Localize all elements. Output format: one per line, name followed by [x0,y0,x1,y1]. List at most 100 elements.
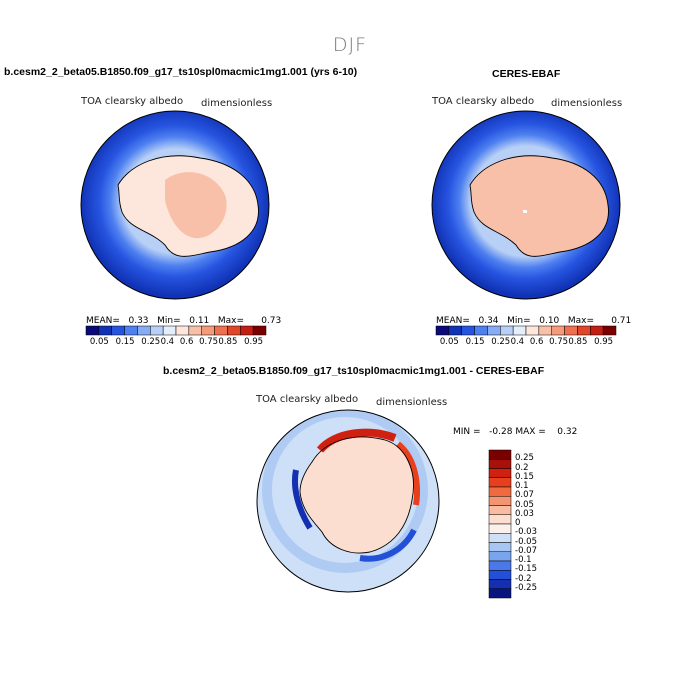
model-mean-label: MEAN= [86,316,120,326]
diff-max-label: MAX = [515,427,546,437]
diff-colorbar-tick-label: 0.1 [515,481,529,491]
colorbar-swatch [111,325,125,336]
model-coastline [117,155,259,257]
diff-colorbar-ticks: 0.25 0.2 0.15 0.1 0.07 0.05 0.03 0 -0.03 -0.05 -0.… [514,450,574,600]
colorbar-swatch [461,325,475,336]
colorbar-swatch [175,325,190,336]
diff-negative-band [292,469,313,530]
obs-antarctica [470,155,609,257]
diff-map [256,409,440,593]
diff-colorbar-swatch [488,496,512,506]
diff-max-value: 0.32 [557,427,578,437]
diff-coastline [299,436,414,554]
model-interior-high [165,172,227,239]
colorbar-swatch [252,325,267,336]
colorbar-tick-label: 0.85 [568,337,588,347]
colorbar-swatch [500,325,514,336]
diff-positive-band [316,428,397,453]
diff-colorbar-swatch [488,533,512,543]
obs-coastline [469,155,609,257]
colorbar-tick-label: 0.05 [439,337,459,347]
colorbar-swatch [602,325,617,336]
model-variable-label: TOA clearsky albedo [81,96,184,107]
model-colorbar [85,325,267,336]
colorbar-swatch [124,325,138,336]
diff-colorbar-swatch [488,542,512,552]
obs-mean-value: 0.34 [478,316,499,326]
obs-variable-label: TOA clearsky albedo [432,96,535,107]
obs-station-spot [523,210,527,213]
diff-colorbar-tick-label: -0.2 [515,573,532,584]
diff-colorbar [488,449,512,599]
colorbar-swatch [188,325,202,336]
diff-case-title: b.cesm2_2_beta05.B1850.f09_g17_ts10spl0m… [163,365,545,377]
obs-min-label: Min= [507,316,531,326]
model-mean-value: 0.33 [128,316,149,326]
colorbar-swatch [227,325,241,336]
obs-min-value: 0.10 [539,316,560,326]
obs-max-label: Max= [567,316,595,326]
diff-units-label: dimensionless [376,397,448,408]
model-case-title: b.cesm2_2_beta05.B1850.f09_g17_ts10spl0m… [4,66,358,78]
colorbar-swatch [214,325,228,336]
colorbar-swatch [538,325,552,336]
diff-map-border [256,409,440,593]
diff-colorbar-swatch [488,523,512,534]
diff-colorbar-swatch [488,468,512,478]
colorbar-tick-label: 0.95 [244,337,264,347]
colorbar-tick-label: 0.05 [89,337,109,347]
diff-colorbar-swatch [488,477,512,488]
colorbar-swatch [590,325,604,336]
obs-case-title: CERES-EBAF [492,68,561,80]
colorbar-tick-label: 0.4 [160,337,175,347]
diff-colorbar-swatch [488,449,512,460]
colorbar-tick-label: 0.75 [549,337,569,347]
obs-colorbar-ticks: 0.05 0.15 0.25 0.4 0.6 0.75 0.85 0.95 [436,337,616,349]
colorbar-swatch [487,325,501,336]
diff-colorbar-tick-label: 0.15 [515,471,534,482]
diff-colorbar-swatch [488,486,512,497]
diff-colorbar-tick-label: -0.1 [515,555,532,565]
colorbar-tick-label: 0.95 [594,337,614,347]
diff-colorbar-tick-label: -0.05 [515,536,537,547]
diff-antarctica [300,436,414,554]
obs-map-border [431,110,621,300]
colorbar-swatch [85,325,100,336]
model-min-value: 0.11 [189,316,210,326]
obs-stats: MEAN= 0.34 Min= 0.10 Max= 0.71 [436,316,631,326]
colorbar-tick-label: 0.6 [529,337,544,347]
diff-colorbar-tick-label: 0 [515,518,521,528]
model-map-border [80,110,270,300]
season-title: DJF [332,34,368,56]
diff-colorbar-swatch [488,514,512,525]
colorbar-swatch [162,325,177,336]
colorbar-tick-label: 0.85 [218,337,238,347]
model-units-label: dimensionless [201,98,273,109]
colorbar-swatch [150,325,164,336]
diff-colorbar-tick-label: -0.25 [515,582,537,593]
colorbar-tick-label: 0.6 [179,337,194,347]
model-colorbar-ticks: 0.05 0.15 0.25 0.4 0.6 0.75 0.85 0.95 [86,337,266,349]
obs-max-value: 0.71 [611,316,632,326]
diff-stats: MIN = -0.28 MAX = 0.32 [453,427,577,437]
diff-colorbar-tick-label: 0.03 [515,508,534,519]
model-max-value: 0.73 [261,316,282,326]
obs-colorbar [435,325,617,336]
model-map [80,110,270,300]
colorbar-tick-label: 0.75 [199,337,219,347]
colorbar-swatch [474,325,488,336]
colorbar-swatch [98,325,112,336]
colorbar-swatch [240,325,254,336]
model-max-label: Max= [217,316,245,326]
colorbar-swatch [564,325,578,336]
colorbar-swatch [448,325,462,336]
model-min-label: Min= [157,316,181,326]
colorbar-swatch [512,325,527,336]
diff-colorbar-tick-label: 0.07 [515,490,534,501]
diff-colorbar-tick-label: -0.03 [515,527,537,538]
colorbar-swatch [525,325,540,336]
diff-colorbar-tick-label: -0.07 [515,545,537,556]
colorbar-swatch [435,325,450,336]
diff-colorbar-swatch [488,551,512,562]
diff-colorbar-swatch [488,570,512,580]
